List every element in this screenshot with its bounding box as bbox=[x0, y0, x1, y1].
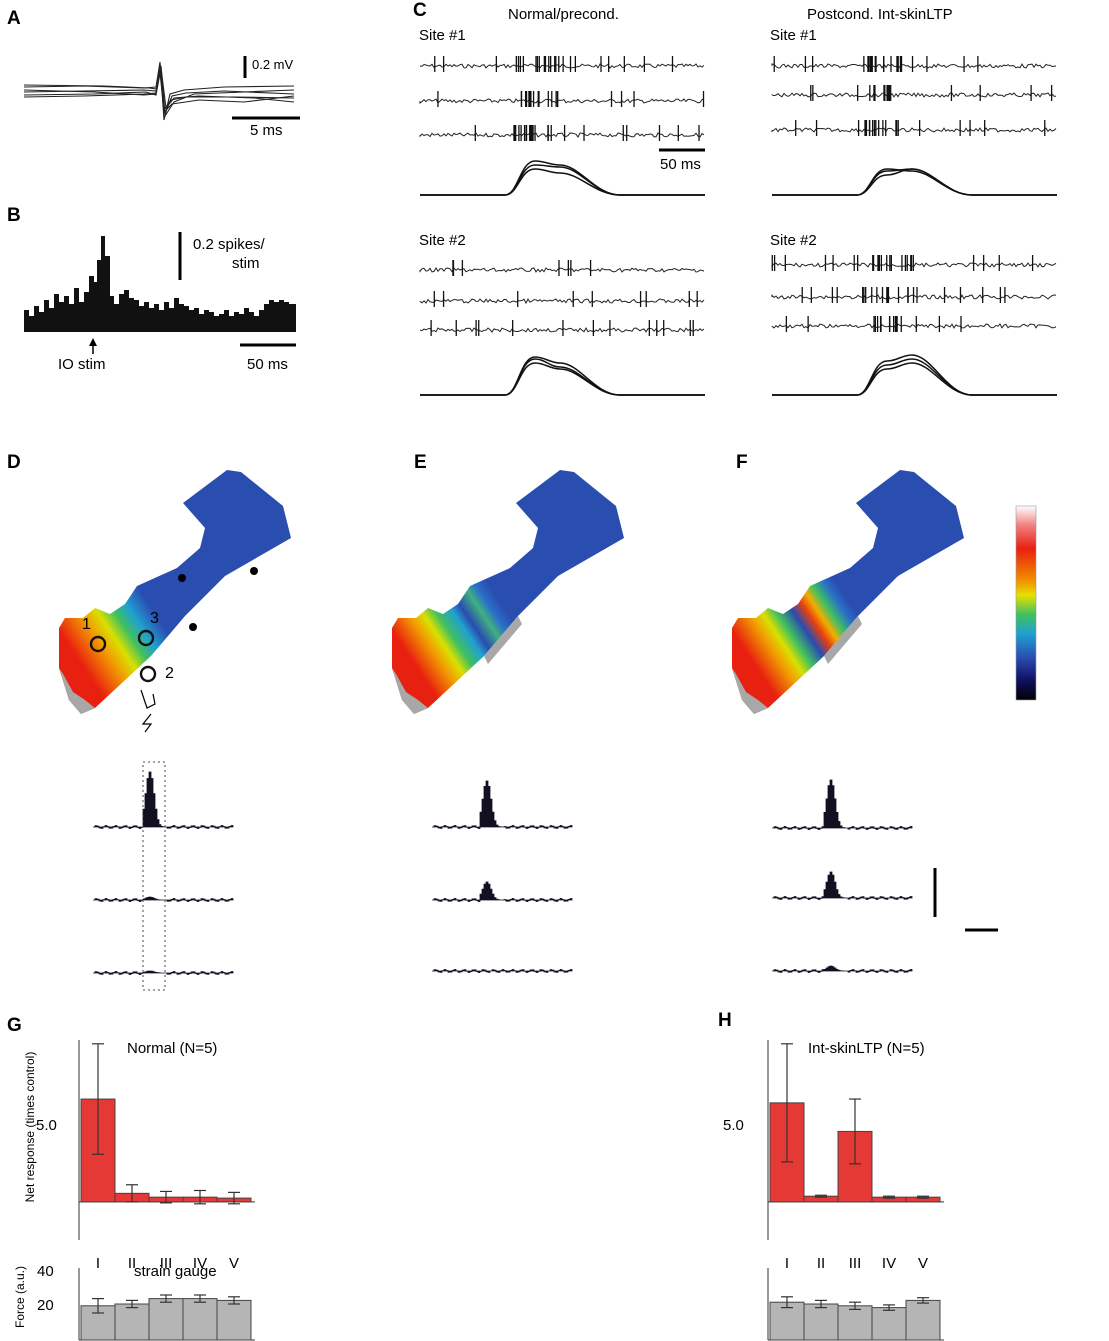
c-force-trace bbox=[772, 362, 1057, 396]
x-tick-label: II bbox=[817, 1255, 825, 1272]
psth-trace bbox=[772, 871, 913, 900]
c-noise-trace bbox=[419, 298, 705, 305]
c-force-trace bbox=[772, 354, 1057, 396]
bar-III bbox=[837, 1305, 873, 1341]
c-noise-trace bbox=[771, 92, 1056, 98]
bar-III bbox=[148, 1298, 184, 1341]
x-tick-label: V bbox=[229, 1255, 239, 1272]
c-site1-right: Site #1 bbox=[770, 27, 817, 44]
d-site-label-3: 3 bbox=[150, 610, 159, 627]
x-tick-label: V bbox=[918, 1255, 928, 1272]
cortical-map-e bbox=[392, 470, 624, 714]
cortical-map-f bbox=[732, 470, 964, 714]
h-ytick: 5.0 bbox=[723, 1117, 744, 1134]
c-force-trace bbox=[420, 164, 705, 196]
psth-trace bbox=[432, 969, 573, 973]
x-tick-label: I bbox=[96, 1255, 100, 1272]
panel-label-a: A bbox=[7, 8, 21, 29]
x-tick-label: IV bbox=[882, 1255, 896, 1272]
psth-trace bbox=[772, 779, 913, 830]
c-force-trace bbox=[772, 358, 1057, 396]
c-force-trace bbox=[420, 168, 705, 196]
x-tick-label: III bbox=[849, 1255, 862, 1272]
bar-IV bbox=[182, 1298, 218, 1341]
a-scale-voltage: 0.2 mV bbox=[252, 57, 294, 72]
panel-label-c: C bbox=[413, 0, 427, 21]
bar-V bbox=[905, 1299, 941, 1341]
psth-trace bbox=[772, 965, 913, 973]
c-noise-trace bbox=[419, 98, 705, 104]
g-force-label: strain gauge bbox=[134, 1263, 217, 1280]
a-scale-time: 5 ms bbox=[250, 122, 283, 139]
c-scale-time: 50 ms bbox=[660, 156, 701, 173]
d-site-label-2: 2 bbox=[165, 665, 174, 682]
b-scale-v-line2: stim bbox=[232, 255, 260, 272]
c-noise-trace bbox=[771, 323, 1057, 329]
bar-II bbox=[803, 1303, 839, 1341]
c-noise-trace bbox=[419, 267, 705, 273]
psth-highlight-box bbox=[142, 761, 166, 991]
b-scale-time: 50 ms bbox=[247, 356, 288, 373]
h-title: Int-skinLTP (N=5) bbox=[808, 1040, 925, 1057]
g-force-tick-20: 20 bbox=[37, 1297, 54, 1314]
c-site2-left: Site #2 bbox=[419, 232, 466, 249]
d-site-label-1: 1 bbox=[82, 616, 91, 633]
c-noise-trace bbox=[771, 127, 1057, 133]
spike-waveform-overlay bbox=[23, 56, 300, 121]
psth-traces bbox=[93, 761, 998, 991]
bar-I bbox=[769, 1301, 805, 1341]
colorbar bbox=[1015, 505, 1037, 701]
b-scale-v-line1: 0.2 spikes/ bbox=[193, 236, 265, 253]
bar-II bbox=[114, 1303, 150, 1341]
x-tick-label: IV bbox=[193, 1255, 207, 1272]
site-marker-3 bbox=[137, 629, 155, 647]
site-marker-1 bbox=[89, 635, 107, 653]
panel-label-f: F bbox=[736, 452, 748, 473]
g-title: Normal (N=5) bbox=[127, 1040, 218, 1057]
panel-label-g: G bbox=[7, 1015, 22, 1036]
psth-trace bbox=[93, 896, 234, 902]
site-marker-2 bbox=[139, 665, 157, 683]
panel-label-e: E bbox=[414, 452, 427, 473]
c-col1-title: Normal/precond. bbox=[508, 6, 619, 23]
x-tick-label: II bbox=[128, 1255, 136, 1272]
psth-trace bbox=[432, 881, 573, 902]
g-force-tick-40: 40 bbox=[37, 1263, 54, 1280]
bar-V bbox=[216, 1299, 252, 1341]
c-site1-left: Site #1 bbox=[419, 27, 466, 44]
panel-label-b: B bbox=[7, 205, 21, 226]
panel-label-h: H bbox=[718, 1010, 732, 1031]
bar-IV bbox=[871, 1307, 907, 1341]
psth-trace bbox=[432, 780, 573, 829]
psth-trace bbox=[93, 771, 234, 829]
psth-trace bbox=[93, 970, 234, 975]
c-site2-right: Site #2 bbox=[770, 232, 817, 249]
c-force-trace bbox=[772, 168, 1057, 196]
g-ytick: 5.0 bbox=[36, 1117, 57, 1134]
c-col2-title: Postcond. Int-skinLTP bbox=[807, 6, 953, 23]
b-stim-label: IO stim bbox=[58, 356, 106, 373]
cortical-map-d bbox=[59, 470, 291, 733]
x-tick-label: III bbox=[160, 1255, 173, 1272]
c-noise-trace bbox=[419, 63, 705, 69]
x-tick-label: I bbox=[785, 1255, 789, 1272]
c-force-trace bbox=[420, 362, 705, 396]
panel-label-d: D bbox=[7, 452, 21, 473]
c-noise-trace bbox=[419, 132, 705, 138]
c-raw-traces bbox=[419, 56, 1057, 396]
psth-histogram-b bbox=[24, 232, 296, 354]
